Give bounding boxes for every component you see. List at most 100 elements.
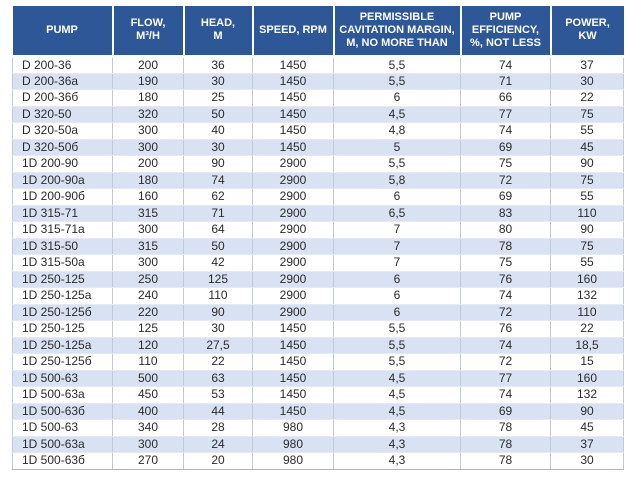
table-cell-pump: D 320-50a (12, 122, 113, 140)
table-cell-speed: 1450 (252, 353, 334, 371)
table-cell-head: 62 (183, 188, 253, 206)
table-cell-pump: 1D 315-50a (12, 254, 113, 272)
table-row: 1D 500-63a 300 24 980 4,3 78 37 (12, 436, 624, 453)
table-cell-pump: 1D 200-90б (12, 188, 113, 206)
table-cell-power: 90 (550, 155, 624, 173)
table-cell-power: 55 (550, 254, 624, 272)
table-cell-speed: 1450 (252, 56, 334, 74)
table-row: 1D 200-90б 160 62 2900 6 69 55 (12, 188, 624, 206)
table-cell-efficiency: 66 (460, 89, 551, 107)
table-cell-speed: 1450 (252, 73, 334, 90)
table-row: 1D 250-125б 110 22 1450 5,5 72 15 (12, 353, 624, 371)
table-cell-efficiency: 78 (460, 436, 551, 453)
table-header-row: PUMP FLOW, M³/H HEAD, M SPEED, RPM PERMISSIB… (12, 6, 624, 58)
table-cell-flow: 240 (112, 287, 184, 305)
table-cell-flow: 315 (112, 238, 184, 255)
table-row: 1D 250-125б 220 90 2900 6 72 110 (12, 304, 624, 321)
table-cell-pump: 1D 250-125 (12, 320, 113, 338)
table-cell-cavitation: 6 (333, 89, 461, 107)
table-row: D 200-36 200 36 1450 5,5 74 37 (12, 56, 624, 74)
table-cell-flow: 320 (112, 106, 184, 123)
table-cell-cavitation: 5,5 (333, 337, 461, 354)
pump-spec-table: PUMP FLOW, M³/H HEAD, M SPEED, RPM PERMISSIB… (12, 6, 624, 470)
table-cell-flow: 180 (112, 89, 184, 107)
table-cell-power: 110 (550, 304, 624, 321)
table-cell-power: 90 (550, 403, 624, 420)
table-cell-head: 50 (183, 106, 253, 123)
table-cell-speed: 2900 (252, 271, 334, 288)
table-cell-head: 44 (183, 403, 253, 420)
table-row: 1D 250-125 125 30 1450 5,5 76 22 (12, 320, 624, 338)
table-row: 1D 315-71 315 71 2900 6,5 83 110 (12, 205, 624, 222)
table-cell-power: 55 (550, 122, 624, 140)
table-cell-speed: 1450 (252, 403, 334, 420)
table-row: 1D 315-71a 300 64 2900 7 80 90 (12, 221, 624, 239)
table-cell-flow: 190 (112, 73, 184, 90)
table-row: D 320-50a 300 40 1450 4,8 74 55 (12, 122, 624, 140)
table-cell-speed: 1450 (252, 122, 334, 140)
table-cell-head: 30 (183, 320, 253, 338)
table-cell-efficiency: 77 (460, 106, 551, 123)
table-cell-head: 64 (183, 221, 253, 239)
table-cell-speed: 980 (252, 436, 334, 453)
table-cell-efficiency: 69 (460, 139, 551, 156)
table-cell-pump: 1D 250-125 (12, 271, 113, 288)
table-cell-cavitation: 5,5 (333, 320, 461, 338)
table-cell-head: 125 (183, 271, 253, 288)
table-cell-power: 75 (550, 238, 624, 255)
table-cell-pump: 1D 250-125a (12, 287, 113, 305)
table-row: D 320-50б 300 30 1450 5 69 45 (12, 139, 624, 156)
table-cell-efficiency: 74 (460, 122, 551, 140)
table-cell-speed: 1450 (252, 386, 334, 404)
table-cell-flow: 450 (112, 386, 184, 404)
table-cell-speed: 2900 (252, 155, 334, 173)
table-row: 1D 315-50 315 50 2900 7 78 75 (12, 238, 624, 255)
table-cell-pump: D 200-36a (12, 73, 113, 90)
table-cell-power: 37 (550, 436, 624, 453)
table-cell-head: 42 (183, 254, 253, 272)
table-cell-cavitation: 5,5 (333, 155, 461, 173)
table-cell-pump: 1D 200-90a (12, 172, 113, 189)
table-cell-head: 30 (183, 139, 253, 156)
table-cell-speed: 1450 (252, 139, 334, 156)
table-cell-head: 20 (183, 452, 253, 470)
table-cell-pump: D 200-36б (12, 89, 113, 107)
table-cell-cavitation: 6 (333, 304, 461, 321)
table-row: 1D 500-63a 450 53 1450 4,5 74 132 (12, 386, 624, 404)
table-cell-speed: 2900 (252, 287, 334, 305)
table-cell-head: 53 (183, 386, 253, 404)
table-cell-speed: 980 (252, 419, 334, 437)
table-cell-pump: 1D 200-90 (12, 155, 113, 173)
table-cell-power: 160 (550, 271, 624, 288)
table-row: D 200-36б 180 25 1450 6 66 22 (12, 89, 624, 107)
table-row: 1D 200-90a 180 74 2900 5,8 72 75 (12, 172, 624, 189)
table-cell-efficiency: 72 (460, 304, 551, 321)
table-cell-flow: 220 (112, 304, 184, 321)
table-cell-speed: 1450 (252, 106, 334, 123)
table-cell-head: 22 (183, 353, 253, 371)
table-cell-efficiency: 76 (460, 320, 551, 338)
table-cell-head: 30 (183, 73, 253, 90)
table-cell-cavitation: 6,5 (333, 205, 461, 222)
table-cell-speed: 1450 (252, 89, 334, 107)
table-cell-pump: 1D 500-63a (12, 436, 113, 453)
table-cell-efficiency: 74 (460, 56, 551, 74)
table-cell-cavitation: 4,5 (333, 403, 461, 420)
table-cell-flow: 200 (112, 155, 184, 173)
table-cell-power: 132 (550, 386, 624, 404)
table-cell-pump: 1D 500-63б (12, 403, 113, 420)
table-cell-head: 71 (183, 205, 253, 222)
table-cell-power: 132 (550, 287, 624, 305)
column-header-speed: SPEED, RPM (252, 6, 335, 58)
table-cell-head: 36 (183, 56, 253, 74)
table-cell-efficiency: 74 (460, 337, 551, 354)
table-row: 1D 500-63 340 28 980 4,3 78 45 (12, 419, 624, 437)
table-cell-pump: 1D 250-125б (12, 353, 113, 371)
table-cell-cavitation: 5,5 (333, 353, 461, 371)
table-cell-pump: 1D 250-125a (12, 337, 113, 354)
table-cell-flow: 125 (112, 320, 184, 338)
table-cell-flow: 300 (112, 254, 184, 272)
table-cell-pump: 1D 500-63 (12, 370, 113, 387)
table-cell-efficiency: 75 (460, 254, 551, 272)
table-cell-efficiency: 72 (460, 353, 551, 371)
